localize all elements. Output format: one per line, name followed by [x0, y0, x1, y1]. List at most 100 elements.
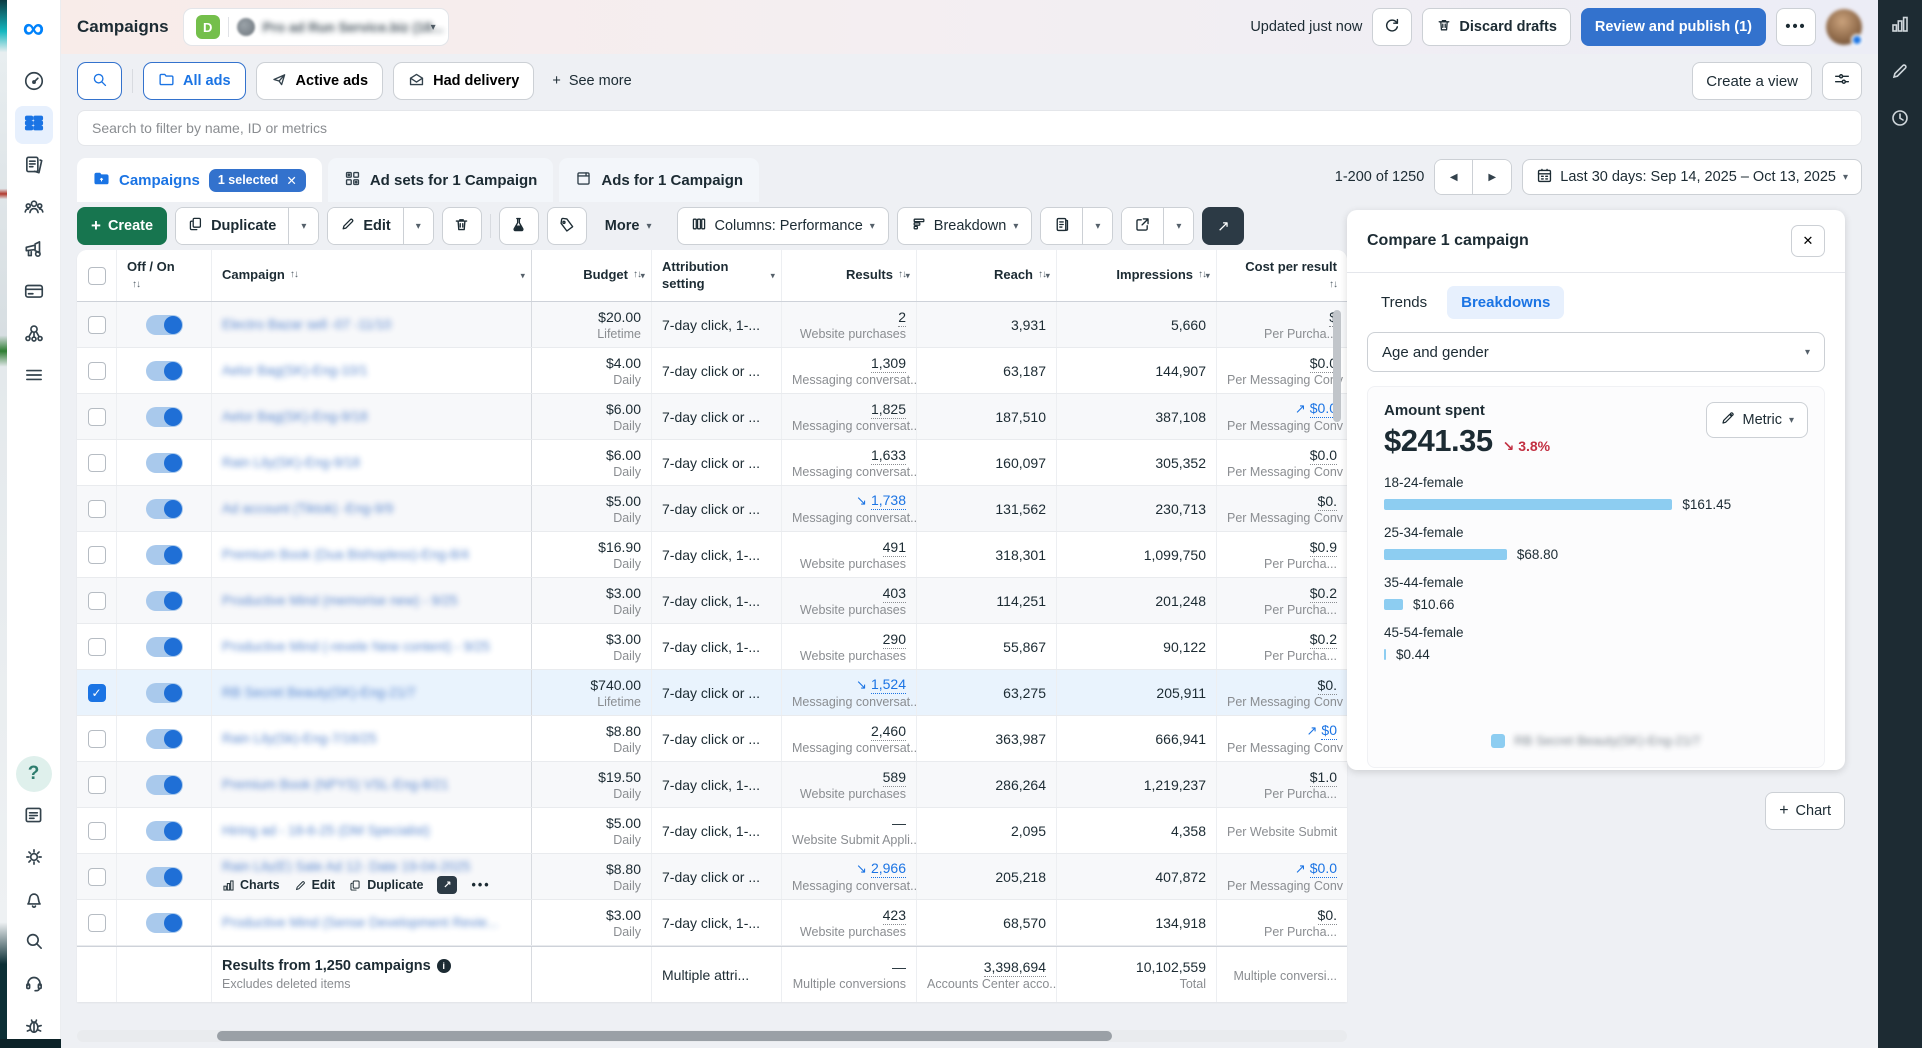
campaign-toggle[interactable] — [146, 729, 183, 749]
header-budget[interactable]: Budget↑↓▾ — [532, 250, 652, 301]
edit-pencil-icon[interactable] — [1890, 61, 1910, 86]
cost-link[interactable]: ↗$0.0 — [1227, 400, 1337, 417]
filter-all-ads[interactable]: All ads — [143, 62, 246, 100]
header-attribution[interactable]: Attribution setting▾ — [652, 250, 782, 301]
edit-button[interactable]: Edit — [328, 208, 402, 244]
campaign-name-link[interactable]: Aelor Bag(SK)-Eng-9/18 — [222, 409, 521, 424]
campaign-name-link[interactable]: Productive Mind (Sense Development Revie… — [222, 915, 521, 930]
search-filter-button[interactable] — [77, 62, 122, 100]
breakdown-button[interactable]: Breakdown▾ — [897, 207, 1033, 245]
sidebar-item-billing[interactable] — [15, 274, 53, 312]
campaign-toggle[interactable] — [146, 867, 183, 887]
header-impressions[interactable]: Impressions↑↓▾ — [1057, 250, 1217, 301]
campaign-name-link[interactable]: Aelor Bag(SK)-Eng-10/1 — [222, 363, 521, 378]
table-row[interactable]: Aelor Bag(SK)-Eng-9/18 ↗ ••• $6.00Daily … — [77, 394, 1347, 440]
horizontal-scrollbar-track[interactable] — [77, 1030, 1347, 1042]
reports-button[interactable] — [1041, 208, 1082, 244]
cost-link[interactable]: $1.0 — [1227, 769, 1337, 785]
filter-had-delivery[interactable]: Had delivery — [393, 62, 534, 100]
row-checkbox[interactable]: ✓ — [88, 684, 106, 702]
export-dropdown[interactable]: ▾ — [1163, 208, 1193, 244]
breakdown-select[interactable]: Age and gender ▾ — [1367, 332, 1825, 372]
next-page-button[interactable]: ▶ — [1473, 160, 1511, 194]
results-link[interactable]: ↘2,966 — [792, 860, 906, 877]
view-settings-button[interactable] — [1822, 62, 1862, 100]
campaign-name-link[interactable]: RB Secret Beauty(SK)-Eng-21/7 — [222, 685, 521, 700]
table-row[interactable]: Productive Mind (-revele New content) - … — [77, 624, 1347, 670]
row-checkbox[interactable] — [88, 454, 106, 472]
cost-link[interactable]: $0.2 — [1227, 631, 1337, 647]
results-link[interactable]: 290 — [792, 631, 906, 647]
campaign-toggle[interactable] — [146, 407, 183, 427]
row-checkbox[interactable] — [88, 730, 106, 748]
export-button[interactable] — [1122, 208, 1163, 244]
create-button[interactable]: +Create — [77, 207, 167, 245]
campaign-toggle[interactable] — [146, 821, 183, 841]
results-link[interactable]: ↘1,524 — [792, 676, 906, 693]
tag-button[interactable] — [547, 207, 587, 245]
results-link[interactable]: 1,825 — [792, 401, 906, 417]
close-panel-button[interactable]: ✕ — [1791, 225, 1825, 257]
table-row[interactable]: ✓ RB Secret Beauty(SK)-Eng-21/7 ↗ ••• $7… — [77, 670, 1347, 716]
duplicate-dropdown[interactable]: ▾ — [288, 208, 318, 244]
cost-link[interactable]: $0.0 — [1227, 355, 1337, 371]
table-row[interactable]: Rain Lily(SK)-Eng-9/18 ↗ ••• $6.00Daily … — [77, 440, 1347, 486]
selected-count-badge[interactable]: 1 selected✕ — [209, 169, 306, 192]
table-row[interactable]: Productive Mind (Sense Development Revie… — [77, 900, 1347, 946]
cost-link[interactable]: $0.9 — [1227, 539, 1337, 555]
bar[interactable] — [1384, 499, 1672, 510]
results-link[interactable]: 423 — [792, 907, 906, 923]
row-checkbox[interactable] — [88, 500, 106, 518]
see-more-filters[interactable]: +See more — [544, 73, 639, 89]
campaign-toggle[interactable] — [146, 453, 183, 473]
more-options-button[interactable]: ••• — [1776, 8, 1816, 46]
row-checkbox[interactable] — [88, 776, 106, 794]
campaign-toggle[interactable] — [146, 913, 183, 933]
campaign-name-link[interactable]: Rain Lily(E) Sale Ad 12- Date 19-04-2025 — [222, 859, 521, 873]
table-row[interactable]: Rain Lily(Sk)-Eng-7/16/25 ↗ ••• $8.80Dai… — [77, 716, 1347, 762]
ab-test-button[interactable] — [499, 207, 539, 245]
cost-link[interactable]: $0. — [1227, 907, 1337, 923]
delete-button[interactable] — [442, 207, 482, 245]
row-checkbox[interactable] — [88, 638, 106, 656]
sidebar-item-search[interactable] — [15, 924, 53, 962]
row-duplicate-action[interactable]: Duplicate — [349, 878, 423, 892]
campaign-toggle[interactable] — [146, 683, 183, 703]
results-link[interactable]: 1,309 — [792, 355, 906, 371]
info-icon[interactable]: i — [437, 959, 451, 973]
history-clock-icon[interactable] — [1890, 108, 1910, 133]
review-and-publish-button[interactable]: Review and publish (1) — [1581, 8, 1766, 46]
sidebar-item-ads[interactable] — [15, 232, 53, 270]
row-checkbox[interactable] — [88, 408, 106, 426]
table-row[interactable]: Aelor Bag(SK)-Eng-10/1 ↗ ••• $4.00Daily … — [77, 348, 1347, 394]
campaign-name-link[interactable]: Premium Book (NPYS) VSL-Eng-8/21 — [222, 777, 521, 792]
campaign-name-link[interactable]: Productive Mind (-revele New content) - … — [222, 639, 521, 654]
sidebar-item-settings[interactable] — [15, 840, 53, 878]
columns-button[interactable]: Columns: Performance▾ — [677, 207, 888, 245]
search-input[interactable] — [77, 110, 1862, 146]
results-link[interactable]: 491 — [792, 539, 906, 555]
sidebar-item-pages[interactable] — [15, 148, 53, 186]
table-row[interactable]: Productive Mind (memorise new) - 9/25 ↗ … — [77, 578, 1347, 624]
cost-link[interactable]: $0. — [1227, 493, 1337, 509]
add-chart-button[interactable]: +Chart — [1765, 792, 1845, 830]
tab-ad-sets[interactable]: Ad sets for 1 Campaign — [328, 158, 554, 202]
campaign-toggle[interactable] — [146, 775, 183, 795]
refresh-button[interactable] — [1372, 8, 1412, 46]
campaign-toggle[interactable] — [146, 637, 183, 657]
duplicate-button[interactable]: Duplicate — [176, 208, 288, 244]
header-reach[interactable]: Reach↑↓▾ — [917, 250, 1057, 301]
results-link[interactable]: 589 — [792, 769, 906, 785]
header-campaign[interactable]: Campaign↑↓▾ — [212, 250, 532, 301]
row-checkbox[interactable] — [88, 316, 106, 334]
campaign-toggle[interactable] — [146, 315, 183, 335]
cost-link[interactable]: $0.2 — [1227, 585, 1337, 601]
cost-link[interactable]: $0. — [1227, 677, 1337, 693]
tab-breakdowns[interactable]: Breakdowns — [1447, 286, 1564, 319]
campaign-toggle[interactable] — [146, 545, 183, 565]
sidebar-item-campaigns[interactable] — [15, 106, 53, 144]
date-range-button[interactable]: Last 30 days: Sep 14, 2025 – Oct 13, 202… — [1522, 159, 1862, 195]
cost-link[interactable]: ↗$0 — [1227, 722, 1337, 739]
campaign-name-link[interactable]: Rain Lily(SK)-Eng-9/18 — [222, 455, 521, 470]
table-row[interactable]: Ad account (Tiktok) -Eng-9/9 ↗ ••• $5.00… — [77, 486, 1347, 532]
